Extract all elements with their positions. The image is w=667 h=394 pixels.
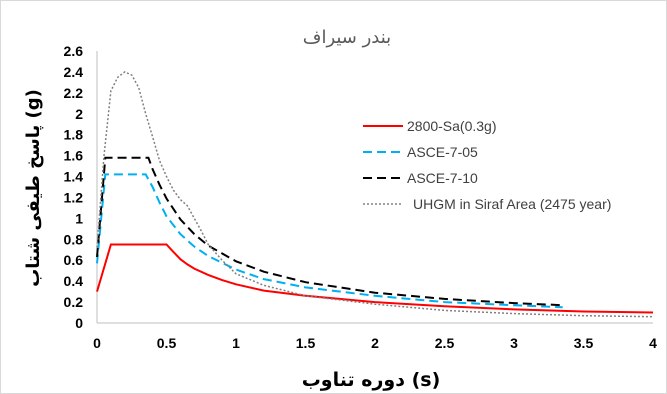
- tick-labels: 0 0.5 1 1.5 2 2.5 3 3.5 4 0 0.2 0.4 0.6 0.8 1 1.2 1.4 1.6…: [64, 43, 658, 351]
- x-axis-label: دوره تناوب (s): [302, 369, 441, 391]
- axes: [96, 51, 653, 324]
- series-line-2: [96, 156, 563, 307]
- x-tick-label: 2.5: [435, 335, 455, 351]
- y-tick-label: 2.6: [64, 43, 84, 59]
- y-tick-label: 0.4: [64, 273, 84, 289]
- plot-area: [96, 71, 654, 318]
- x-tick-label: 1: [232, 335, 240, 351]
- y-tick-label: 0.2: [64, 294, 84, 310]
- y-axis-label: پاسخ طیفی شتاب (g): [23, 89, 44, 287]
- y-tick-label: 1.2: [64, 189, 84, 205]
- series-line-3: [96, 71, 654, 318]
- y-tick-label: 1: [75, 210, 83, 226]
- x-tick-label: 2: [371, 335, 379, 351]
- y-tick-label: 0: [75, 315, 83, 331]
- y-tick-label: 1.4: [64, 169, 84, 185]
- series-line-1: [96, 173, 563, 309]
- legend-label-0: 2800-Sa(0.3g): [407, 118, 497, 134]
- y-tick-label: 2: [75, 106, 83, 122]
- x-tick-label: 3: [510, 335, 518, 351]
- y-tick-label: 2.4: [64, 64, 84, 80]
- chart-title: بندر سیراف: [303, 27, 391, 48]
- y-tick-label: 1.8: [64, 127, 84, 143]
- y-tick-label: 0.8: [64, 231, 84, 247]
- x-tick-label: 3.5: [574, 335, 594, 351]
- x-tick-label: 0.5: [157, 335, 177, 351]
- legend-label-1: ASCE-7-05: [407, 144, 478, 160]
- legend: 2800-Sa(0.3g) ASCE-7-05 ASCE-7-10 UHGM in S…: [363, 118, 611, 212]
- y-tick-label: 0.6: [64, 252, 84, 268]
- x-tick-label: 4: [649, 335, 657, 351]
- x-tick-label: 1.5: [296, 335, 316, 351]
- legend-label-3: UHGM in Siraf Area (2475 year): [413, 196, 611, 212]
- y-tick-label: 1.6: [64, 148, 84, 164]
- series-line-0: [96, 243, 654, 314]
- y-tick-label: 2.2: [64, 85, 84, 101]
- x-tick-label: 0: [93, 335, 101, 351]
- legend-label-2: ASCE-7-10: [407, 170, 478, 186]
